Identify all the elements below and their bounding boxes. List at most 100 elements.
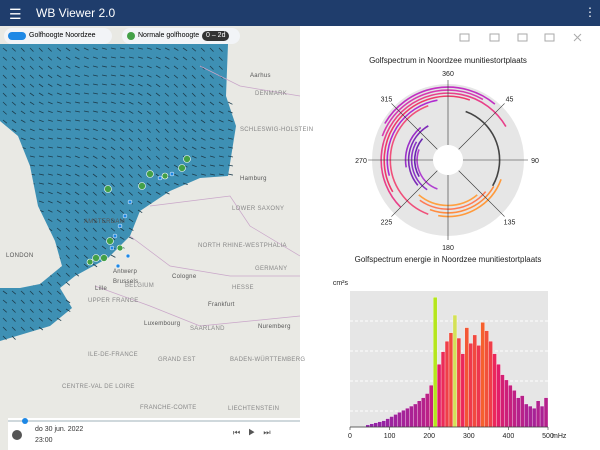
x-tick-label: 500 [542,433,554,440]
wave-arrow [137,110,143,115]
wave-arrow [164,137,169,142]
spectrum-bar [516,397,521,428]
map-label: FRANCHE-COMTE [140,405,197,411]
wave-arrow [29,317,34,322]
wave-arrow [11,83,16,88]
wave-arrow [74,92,80,95]
wave-arrow [83,245,88,250]
range-badge[interactable]: 0 – 2d [202,31,230,41]
wave-arrow [173,146,179,151]
wave-arrow [101,56,107,59]
wave-arrow [191,83,196,88]
wave-arrow [83,119,89,122]
wave-arrow [137,200,143,205]
wave-arrow [110,83,116,86]
wave-arrow [191,155,197,159]
wave-arrow [83,209,88,214]
wave-arrow [119,119,125,123]
wave-arrow [146,164,151,169]
map-label: BELGIUM [125,283,155,289]
menu-button[interactable]: ☰ [9,6,22,22]
wave-arrow [83,155,89,159]
wave-arrow [92,110,98,113]
wave-arrow [119,47,125,50]
wave-arrow [137,155,142,160]
wave-arrow [182,83,187,88]
wave-arrow [47,209,53,213]
wave-arrow [38,290,43,295]
map-label: UPPER FRANCE [88,298,139,304]
wave-arrow [110,155,116,160]
more-button[interactable]: ⋮ [584,5,596,19]
wave-arrow [119,218,125,223]
spectrum-bar [397,412,402,428]
wave-arrow [218,119,224,123]
slider-thumb[interactable] [22,418,28,424]
polar-spoke [391,103,438,150]
wave-arrow [65,74,71,78]
wave-arrow [146,101,152,106]
wave-arrow [119,164,124,169]
wave-arrow [20,56,25,61]
wave-arrow [65,227,70,232]
wave-arrow [119,65,125,68]
wave-arrow [101,173,107,178]
wave-arrow [74,65,80,69]
wave-arrow [2,110,7,115]
wave-arrow [29,47,34,52]
x-tick-label: 0 [348,433,352,440]
angle-label: 225 [381,220,393,227]
wave-arrow [101,101,107,104]
wave-arrow [200,164,206,167]
wave-arrow [65,92,71,95]
spectrum-bar [520,395,525,428]
wave-arrow [29,290,34,295]
playback-controls[interactable]: ⏮▶⏭ [233,428,279,437]
wave-arrow [65,146,71,149]
wave-arrow [209,137,215,141]
wave-arrow [119,137,125,142]
wave-arrow [119,92,125,95]
wave-arrow [182,74,187,79]
wave-arrow [218,155,224,158]
wave-arrow [56,119,62,122]
x-tick-label: 300 [463,433,475,440]
wave-arrow [29,83,35,88]
spectrum-arc [429,186,495,214]
spectrum-bar [456,337,462,428]
wave-arrow [74,47,80,51]
wave-arrow [137,83,143,87]
window-controls[interactable] [459,33,582,42]
wave-arrow [119,155,124,160]
wave-arrow [209,101,215,106]
wave-arrow [218,128,224,132]
wave-arrow [209,128,215,132]
wave-arrow [119,191,124,196]
wave-arrow [155,146,160,151]
wave-arrow [74,245,79,250]
map-label: GERMANY [255,266,288,272]
layer-chip[interactable]: Golfhoogte Noordzee [4,28,112,44]
wave-arrow [164,128,169,133]
wave-arrow [29,101,35,106]
wave-arrow [56,281,61,286]
spectrum-bar [429,385,434,428]
wave-arrow [65,173,71,177]
wave-arrow [173,182,179,186]
map-label: DENMARK [255,91,288,97]
spectrum-bar [476,345,481,428]
spectrum-bar [381,420,386,428]
wave-arrow [56,308,62,313]
wave-arrow [92,128,98,131]
wave-arrow [155,56,161,60]
wave-arrow [65,245,70,250]
toggle[interactable] [8,32,26,40]
layer-chip[interactable]: Normale golfhoogte 0 – 2d [122,28,240,44]
wave-arrow [182,47,188,52]
wave-arrow [164,74,170,79]
wave-arrow [11,92,16,97]
borders [94,65,300,327]
wave-arrow [191,146,197,150]
wave-arrow [128,236,134,240]
wave-arrow [128,119,134,124]
